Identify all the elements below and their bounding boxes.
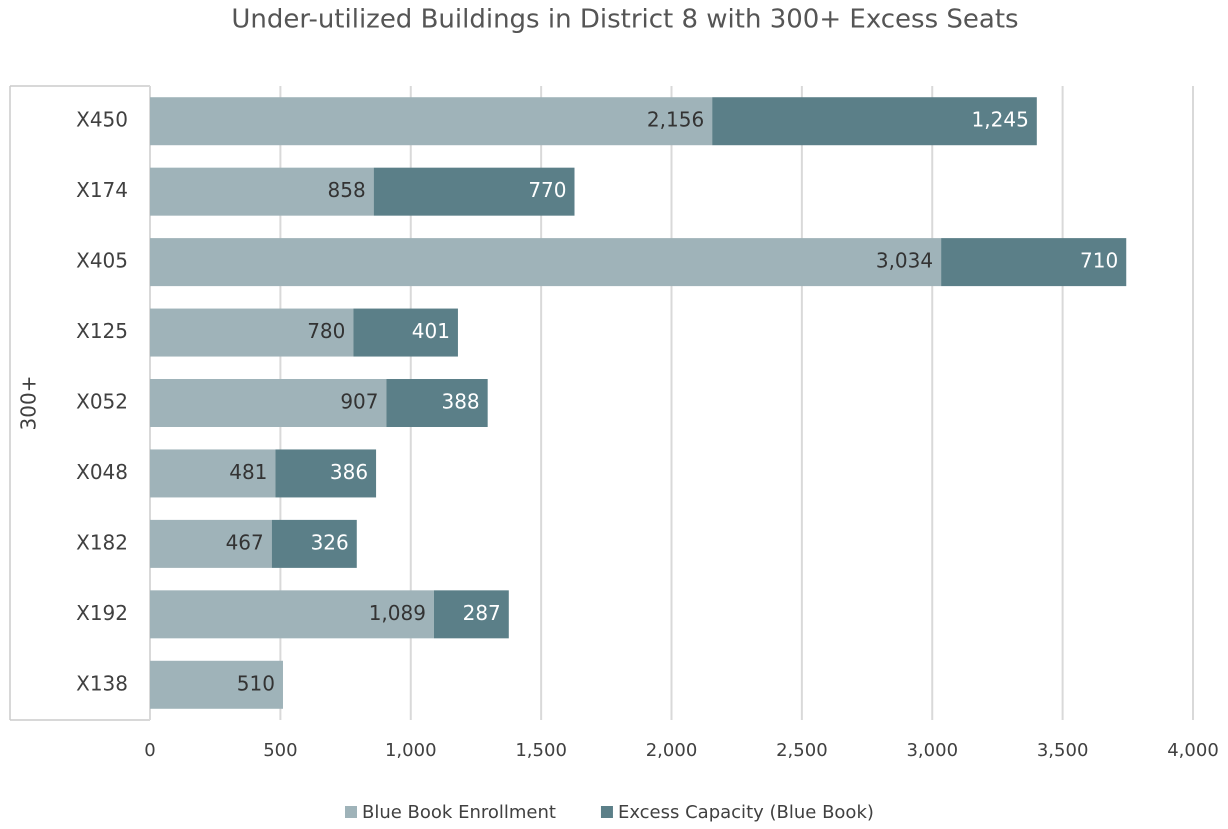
- bar-segment: [373, 167, 575, 216]
- legend-label: Excess Capacity (Blue Book): [618, 802, 874, 823]
- bar-segment: [150, 238, 942, 287]
- data-label: 481: [229, 460, 267, 484]
- y-tick-label: X138: [76, 671, 128, 695]
- x-tick-label: 3,000: [906, 740, 958, 761]
- x-tick-label: 0: [144, 740, 155, 761]
- y-tick-label: X182: [76, 530, 128, 554]
- y-tick-label: X174: [76, 178, 128, 202]
- x-tick-label: 500: [263, 740, 297, 761]
- bar-segment: [150, 308, 354, 357]
- bar-segment: [275, 449, 377, 498]
- x-tick-label: 4,000: [1167, 740, 1219, 761]
- data-label: 858: [328, 178, 366, 202]
- data-label: 780: [307, 319, 345, 343]
- data-label: 287: [463, 601, 501, 625]
- y-tick-label: X048: [76, 460, 128, 484]
- bar-segment: [150, 97, 713, 146]
- y-tick-label: X450: [76, 108, 128, 132]
- y-tick-label: X405: [76, 249, 128, 273]
- data-label: 386: [330, 460, 368, 484]
- data-label: 510: [237, 671, 275, 695]
- y-tick-label: X052: [76, 390, 128, 414]
- bar-segment: [150, 379, 387, 427]
- data-label: 710: [1080, 249, 1118, 273]
- data-label: 1,089: [369, 601, 426, 625]
- x-tick-label: 2,000: [646, 740, 698, 761]
- x-tick-label: 1,000: [385, 740, 437, 761]
- y-tick-label: X125: [76, 319, 128, 343]
- y-tick-label: X192: [76, 601, 128, 625]
- bar-segment: [941, 238, 1127, 287]
- data-label: 401: [412, 319, 450, 343]
- x-tick-label: 1,500: [515, 740, 567, 761]
- data-label: 1,245: [972, 108, 1029, 132]
- data-label: 770: [528, 178, 566, 202]
- bar-segment: [353, 308, 458, 357]
- group-label: 300+: [17, 376, 41, 431]
- data-label: 907: [340, 390, 378, 414]
- data-label: 2,156: [647, 108, 704, 132]
- bar-segment: [712, 97, 1037, 146]
- bar-segment: [150, 167, 374, 216]
- chart-title: Under-utilized Buildings in District 8 w…: [231, 5, 1018, 35]
- data-label: 388: [441, 390, 479, 414]
- x-tick-label: 3,500: [1037, 740, 1089, 761]
- bar-segment: [150, 660, 283, 709]
- bar-segment: [271, 519, 357, 568]
- data-label: 467: [226, 530, 264, 554]
- bar-segment: [150, 519, 272, 568]
- bar-segment: [386, 379, 488, 427]
- legend-label: Blue Book Enrollment: [362, 802, 556, 823]
- bar-segment: [433, 590, 509, 639]
- legend-swatch: [345, 806, 357, 818]
- data-label: 326: [311, 530, 349, 554]
- x-tick-label: 2,500: [776, 740, 828, 761]
- data-label: 3,034: [876, 249, 933, 273]
- legend-swatch: [600, 806, 613, 818]
- bar-segment: [150, 449, 276, 498]
- bar-segment: [150, 590, 434, 639]
